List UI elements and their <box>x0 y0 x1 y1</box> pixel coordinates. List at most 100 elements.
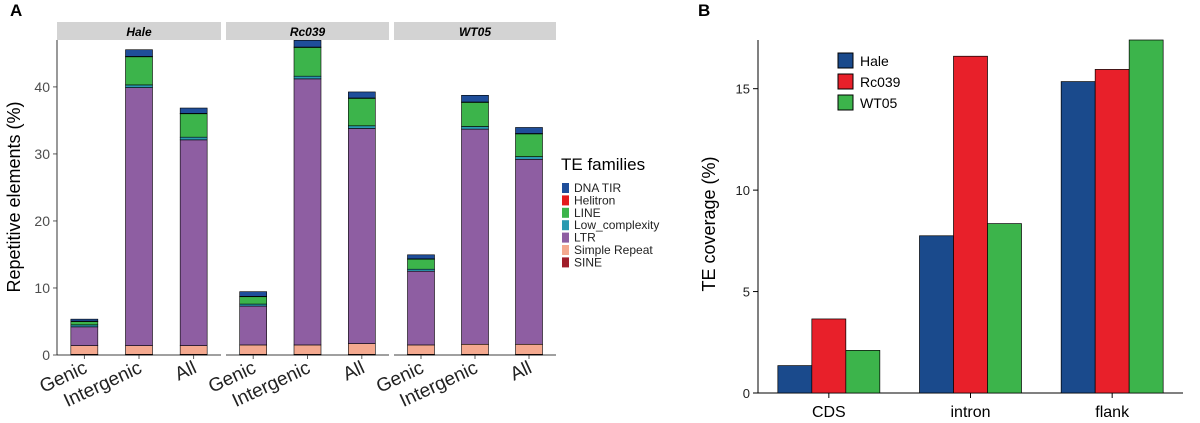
stack-segment-rc039-intergenic-dna-tir <box>293 40 322 48</box>
stack-segment-wt05-intergenic-dna-tir <box>461 94 489 103</box>
y-tick-label: 10 <box>736 183 750 198</box>
stack-segment-rc039-all-dna-tir <box>348 91 376 99</box>
legend-swatch-dna-tir <box>562 183 569 193</box>
legend-item-label: Rc039 <box>860 74 901 90</box>
facet-strip-rc039 <box>226 22 389 40</box>
y-tick-label: 20 <box>34 213 50 229</box>
stack-segment-wt05-all-ltr <box>515 158 543 345</box>
stack-segment-hale-intergenic-line <box>125 56 153 86</box>
facet-strip-label: Rc039 <box>290 25 326 39</box>
stack-segment-wt05-intergenic-simple-repeat <box>461 343 489 355</box>
stack-segment-wt05-genic-low-complexity <box>407 268 435 272</box>
legend-item-label: LINE <box>574 206 601 220</box>
bar-flank-wt05 <box>1128 39 1164 394</box>
y-tick-label: 0 <box>743 386 750 401</box>
legend-item-label: DNA TIR <box>574 181 621 195</box>
stack-segment-wt05-all-simple-repeat <box>515 343 543 355</box>
legend-swatch-ltr <box>562 232 569 243</box>
facet-strip-label: WT05 <box>459 25 491 39</box>
legend-swatch-sine <box>562 257 569 268</box>
stack-segment-wt05-genic-dna-tir <box>407 254 435 260</box>
x-category-label: CDS <box>812 404 846 421</box>
x-category-label: All <box>340 357 368 385</box>
stack-segment-wt05-all-low-complexity <box>515 156 543 160</box>
legend-swatch-low-complexity <box>562 220 569 231</box>
stack-segment-rc039-all-ltr <box>348 128 376 344</box>
stack-segment-wt05-intergenic-low-complexity <box>461 126 489 130</box>
legend-item-label: Low_complexity <box>574 218 659 232</box>
stack-segment-hale-intergenic-simple-repeat <box>125 345 153 355</box>
bar-intron-hale <box>919 235 954 394</box>
y-tick-label: 15 <box>736 82 750 97</box>
facet-strip-label: Hale <box>126 25 152 39</box>
bar-cds-rc039 <box>811 318 847 394</box>
stack-segment-wt05-genic-line <box>407 258 435 270</box>
y-tick-label: 10 <box>34 280 50 296</box>
x-category-label: All <box>507 357 535 385</box>
stack-segment-hale-intergenic-ltr <box>125 87 153 346</box>
stack-segment-hale-intergenic-low-complexity <box>125 84 153 88</box>
stack-segment-hale-genic-low-complexity <box>70 324 99 328</box>
stack-segment-wt05-all-line <box>515 133 543 157</box>
x-category-label: flank <box>1095 404 1130 421</box>
bar-intron-wt05 <box>987 223 1022 394</box>
legend-title: TE families <box>561 155 645 174</box>
stack-segment-hale-intergenic-dna-tir <box>125 49 153 57</box>
stack-segment-hale-all-simple-repeat <box>179 345 208 355</box>
stack-segment-wt05-intergenic-ltr <box>461 128 489 345</box>
y-tick-label: 5 <box>743 285 750 300</box>
stack-segment-hale-genic-dna-tir <box>70 318 99 322</box>
stack-segment-wt05-genic-ltr <box>407 270 435 346</box>
y-tick-label: 0 <box>42 347 50 363</box>
stack-segment-rc039-genic-low-complexity <box>239 303 267 307</box>
x-category-label: intron <box>950 404 990 421</box>
stack-segment-hale-all-ltr <box>179 139 208 346</box>
stack-segment-hale-genic-line <box>70 321 99 326</box>
legend-item-label: Simple Repeat <box>574 243 653 257</box>
facet-strip-hale <box>57 22 221 40</box>
stack-segment-hale-all-line <box>179 113 208 138</box>
bar-intron-rc039 <box>953 55 988 394</box>
stack-segment-rc039-all-low-complexity <box>348 125 376 129</box>
stack-segment-rc039-genic-dna-tir <box>239 291 267 297</box>
stack-segment-hale-genic-ltr <box>70 326 99 346</box>
legend-swatch-line <box>562 207 569 218</box>
stack-segment-wt05-intergenic-line <box>461 102 489 127</box>
stack-segment-rc039-genic-line <box>239 296 267 305</box>
stack-segment-hale-all-low-complexity <box>179 136 208 141</box>
legend-swatch-rc039 <box>837 73 854 90</box>
legend-item-label: Helitron <box>574 193 615 207</box>
legend-item-label: Hale <box>860 53 889 69</box>
bar-flank-rc039 <box>1094 69 1130 394</box>
y-tick-label: 40 <box>34 79 50 95</box>
y-axis-title: TE coverage (%) <box>699 156 719 291</box>
stack-segment-rc039-genic-simple-repeat <box>239 344 267 355</box>
legend-swatch-hale <box>837 52 854 69</box>
stack-segment-wt05-all-dna-tir <box>515 127 543 134</box>
legend-swatch-helitron <box>562 195 569 206</box>
legend-item-label: WT05 <box>860 95 898 111</box>
y-tick-label: 30 <box>34 146 50 162</box>
panel-b-bar-chart: 0 5 10 15 CDS intron flank TE coverage (%) Hale R… <box>699 39 1183 421</box>
panel-a-label: A <box>10 1 22 20</box>
stack-segment-rc039-intergenic-simple-repeat <box>293 344 322 355</box>
legend-item-label: LTR <box>574 231 596 245</box>
legend-item-label: SINE <box>574 255 602 269</box>
stack-segment-rc039-all-simple-repeat <box>348 343 376 355</box>
panel-b-label: B <box>698 1 710 20</box>
stack-segment-rc039-genic-ltr <box>239 305 267 346</box>
bar-cds-wt05 <box>845 350 881 394</box>
bar-cds-hale <box>777 365 813 394</box>
bar-flank-hale <box>1060 81 1096 394</box>
legend-swatch-wt05 <box>837 94 854 111</box>
stack-segment-rc039-intergenic-low-complexity <box>293 75 322 80</box>
stack-segment-wt05-genic-simple-repeat <box>407 344 435 355</box>
x-category-label: All <box>172 357 200 385</box>
stack-segment-rc039-intergenic-line <box>293 47 322 77</box>
stack-segment-rc039-intergenic-ltr <box>293 78 322 346</box>
stack-segment-hale-all-dna-tir <box>179 107 208 114</box>
legend-swatch-simple-repeat <box>562 245 569 255</box>
y-axis-title: Repetitive elements (%) <box>4 101 24 292</box>
